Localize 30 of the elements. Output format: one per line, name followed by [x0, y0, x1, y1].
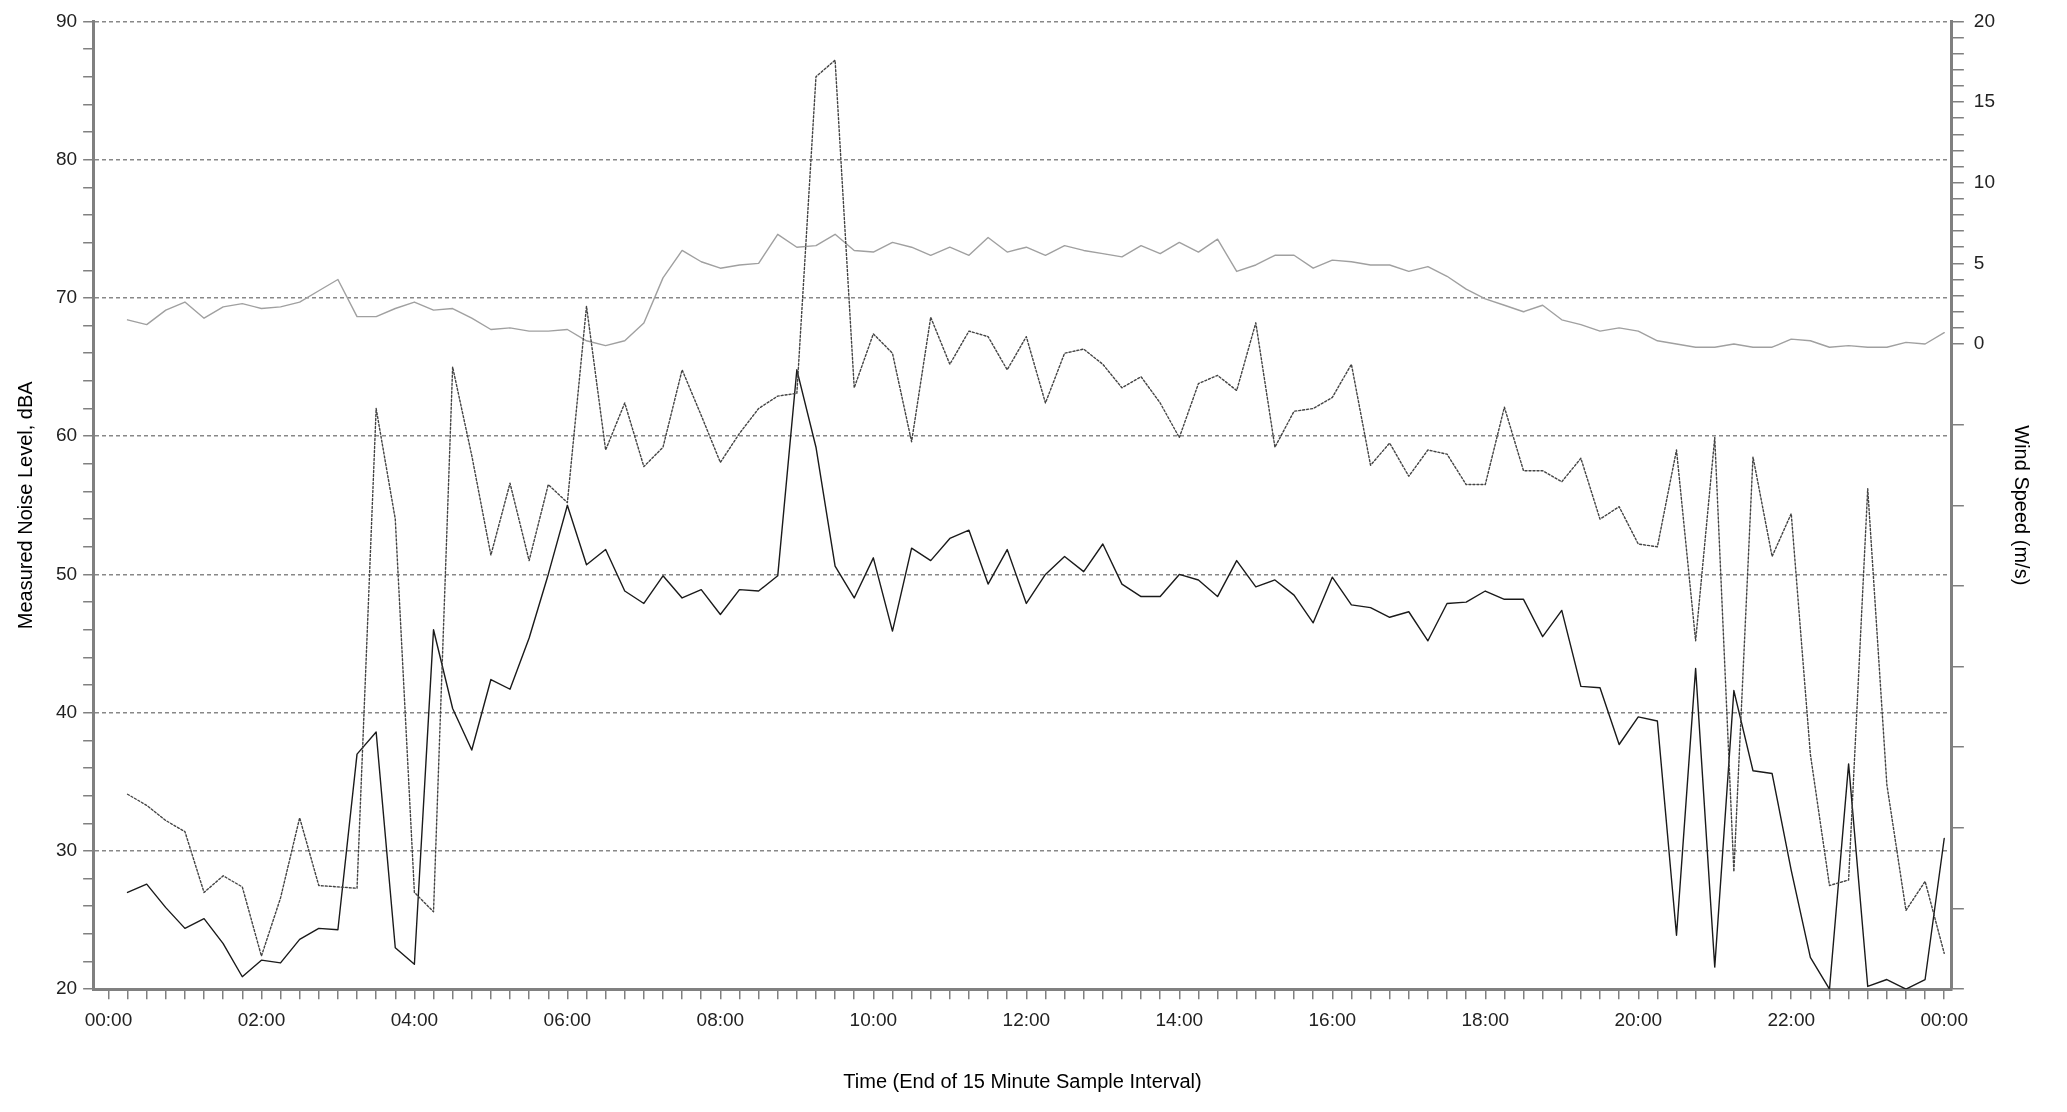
y-axis-title: Measured Noise Level, dBA [13, 380, 36, 630]
y-tick-label: 50 [55, 562, 78, 584]
y2-tick-label: 15 [1973, 90, 1996, 112]
x-tick-label: 12:00 [1002, 1008, 1051, 1030]
y-tick-label: 40 [55, 700, 78, 722]
y-tick-label: 90 [55, 9, 78, 31]
x-tick-label: 20:00 [1614, 1008, 1663, 1030]
y2-axis-title: Wind Speed (m/s) [2011, 425, 2034, 586]
y-tick-label: 20 [55, 977, 78, 999]
x-tick-label: 00:00 [1920, 1008, 1968, 1030]
x-tick-label: 14:00 [1155, 1008, 1204, 1030]
y-tick-label: 60 [55, 424, 78, 446]
line-series [126, 59, 1945, 957]
x-tick-label: 22:00 [1767, 1008, 1816, 1030]
y-tick-label: 80 [55, 147, 78, 169]
x-tick-label: 00:00 [84, 1008, 133, 1030]
x-tick-label: 06:00 [543, 1008, 592, 1030]
x-tick-label: 04:00 [390, 1008, 439, 1030]
y2-tick-label: 10 [1973, 170, 1996, 192]
x-axis-title: Time (End of 15 Minute Sample Interval) [843, 1069, 1202, 1092]
y-tick-label: 70 [55, 286, 78, 308]
y2-tick-label: 5 [1973, 251, 1985, 273]
x-tick-label: 10:00 [849, 1008, 898, 1030]
y2-tick-label: 0 [1973, 332, 1985, 354]
x-tick-label: 08:00 [696, 1008, 745, 1030]
y-tick-label: 30 [55, 839, 78, 861]
x-tick-label: 02:00 [237, 1008, 286, 1030]
y2-tick-label: 20 [1973, 9, 1996, 31]
x-tick-label: 16:00 [1308, 1008, 1357, 1030]
x-tick-label: 18:00 [1461, 1008, 1510, 1030]
